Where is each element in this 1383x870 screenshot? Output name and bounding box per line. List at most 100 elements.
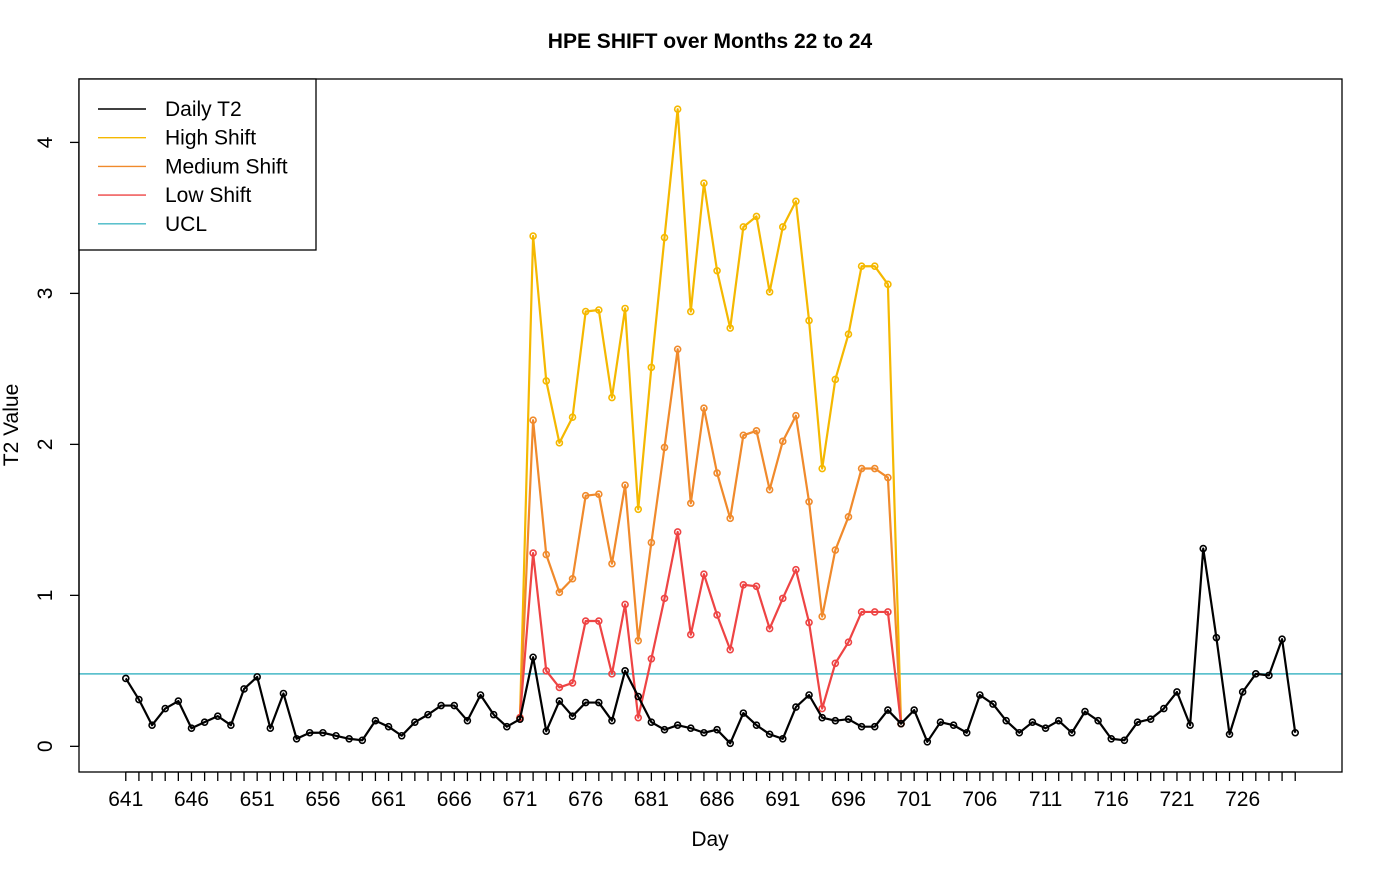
daily-t2-point [384, 722, 393, 731]
low-shift-point [805, 618, 813, 627]
legend-item-ucl: UCL [98, 213, 207, 236]
low-shift-point [608, 670, 616, 678]
low-shift-point [818, 704, 826, 713]
legend-item-medium-shift: Medium Shift [98, 155, 288, 178]
high-shift-point [595, 306, 603, 314]
daily-t2-point [555, 697, 564, 705]
daily-t2-point [1081, 707, 1089, 716]
x-tick-label: 686 [700, 788, 735, 811]
x-tick-label: 651 [240, 788, 275, 811]
medium-shift-point [700, 404, 708, 412]
legend: Daily T2 High Shift Medium Shift Low Shift U… [78, 78, 317, 251]
low-shift-point [634, 713, 643, 722]
legend-label: High Shift [165, 127, 256, 150]
y-tick-label: 2 [34, 439, 57, 451]
medium-shift-point [634, 636, 643, 645]
high-shift-point [713, 266, 721, 275]
daily-t2-point [1041, 724, 1050, 733]
daily-t2-point [1094, 716, 1102, 725]
daily-t2-point [489, 710, 498, 719]
daily-t2-point [1199, 544, 1208, 553]
daily-t2-point [1107, 734, 1116, 743]
x-tick-label: 666 [437, 788, 472, 811]
high-shift-point [634, 505, 643, 514]
daily-t2-point [647, 718, 656, 726]
daily-t2-point [989, 700, 997, 708]
low-shift-point [673, 528, 682, 536]
daily-t2-point [700, 728, 708, 737]
daily-t2-point [1225, 730, 1234, 739]
low-shift-point [752, 582, 761, 591]
medium-shift-point [870, 464, 879, 473]
daily-t2-point [595, 698, 603, 707]
low-shift-point [686, 630, 695, 639]
medium-shift-point [595, 490, 603, 499]
daily-t2-point [805, 691, 813, 699]
high-shift-point [686, 307, 695, 316]
daily-t2-point [305, 728, 314, 737]
daily-t2-point [923, 737, 932, 746]
daily-t2-point [516, 715, 524, 723]
daily-t2-point [1146, 715, 1155, 723]
daily-t2-point [1212, 633, 1221, 642]
x-tick-label: 661 [371, 788, 406, 811]
daily-t2-point [857, 722, 866, 731]
daily-t2-point [345, 734, 353, 743]
high-shift-point [739, 223, 748, 231]
x-tick-label: 716 [1094, 788, 1129, 811]
medium-shift-point [844, 513, 853, 521]
daily-t2-point [884, 706, 892, 714]
daily-t2-point [424, 710, 432, 719]
low-shift-point [621, 600, 629, 609]
low-shift-point [739, 580, 748, 589]
daily-t2-point [831, 716, 840, 725]
medium-shift-point [660, 443, 669, 452]
medium-shift-point [818, 612, 826, 621]
high-shift-point [857, 262, 866, 271]
medium-shift-point [778, 437, 787, 446]
daily-t2-point [1186, 721, 1194, 730]
daily-t2-point [870, 722, 879, 731]
daily-t2-point [279, 689, 288, 698]
medium-shift-point [726, 514, 735, 523]
daily-t2-point [529, 653, 537, 662]
low-shift-line [518, 530, 903, 724]
daily-t2-point [135, 695, 143, 704]
series-layer [121, 105, 1300, 748]
series-daily-t2 [121, 544, 1300, 748]
x-tick-label: 726 [1225, 788, 1260, 811]
daily-t2-point [437, 701, 445, 710]
y-axis: 0 1 2 3 4 [34, 136, 80, 752]
daily-t2-point [411, 718, 419, 726]
daily-t2-point [1002, 716, 1010, 725]
daily-t2-point [174, 697, 183, 705]
high-shift-point [831, 375, 840, 384]
high-shift-point [726, 324, 735, 332]
high-shift-point [844, 330, 853, 338]
high-shift-point [752, 212, 761, 221]
low-shift-point [792, 565, 800, 574]
legend-label: Daily T2 [165, 98, 242, 121]
daily-t2-point [936, 718, 945, 726]
legend-label: Low Shift [165, 184, 252, 207]
daily-t2-point [713, 725, 721, 734]
daily-t2-point [1015, 728, 1024, 737]
daily-t2-point [1160, 704, 1168, 713]
high-shift-point [621, 304, 629, 313]
high-shift-point [581, 307, 590, 316]
x-tick-label: 701 [897, 788, 932, 811]
daily-t2-point [292, 734, 301, 743]
daily-t2-point [1238, 688, 1247, 696]
daily-t2-point [686, 724, 695, 733]
medium-shift-point [529, 416, 537, 425]
daily-t2-point [897, 719, 905, 728]
daily-t2-point [542, 727, 551, 736]
y-tick-label: 4 [34, 136, 57, 148]
daily-t2-point [949, 721, 958, 730]
legend-item-daily-t2: Daily T2 [98, 98, 242, 121]
daily-t2-point [739, 709, 748, 717]
low-shift-point [700, 570, 708, 579]
x-tick-label: 641 [108, 788, 143, 811]
medium-shift-point [765, 485, 774, 494]
high-shift-point [568, 413, 577, 422]
